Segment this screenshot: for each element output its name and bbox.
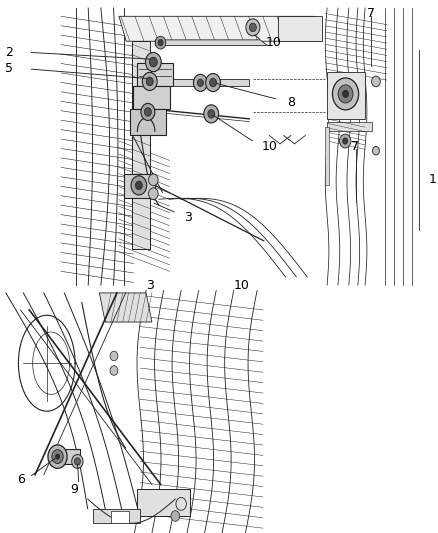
Polygon shape — [170, 79, 249, 86]
Polygon shape — [119, 17, 321, 41]
Polygon shape — [325, 127, 329, 185]
Circle shape — [55, 454, 60, 459]
Text: 10: 10 — [234, 279, 250, 292]
Circle shape — [332, 78, 359, 110]
Circle shape — [371, 76, 380, 87]
Polygon shape — [93, 508, 140, 523]
Circle shape — [149, 57, 157, 67]
Polygon shape — [124, 174, 155, 198]
Text: 1: 1 — [428, 173, 436, 187]
Polygon shape — [130, 109, 166, 135]
Circle shape — [343, 138, 348, 144]
Polygon shape — [327, 122, 372, 131]
Circle shape — [372, 147, 379, 155]
Polygon shape — [99, 293, 152, 322]
Polygon shape — [137, 63, 173, 86]
Polygon shape — [327, 72, 365, 119]
Text: 7: 7 — [350, 140, 359, 153]
Circle shape — [135, 181, 142, 190]
Circle shape — [52, 450, 63, 464]
Circle shape — [145, 108, 152, 116]
Circle shape — [206, 74, 220, 92]
Text: 6: 6 — [18, 473, 25, 486]
Circle shape — [146, 77, 153, 86]
Circle shape — [74, 458, 81, 465]
Bar — [52, 449, 80, 464]
Circle shape — [141, 103, 155, 120]
Circle shape — [249, 23, 256, 31]
Circle shape — [194, 74, 207, 91]
Circle shape — [142, 72, 157, 91]
Polygon shape — [134, 86, 170, 109]
Text: 7: 7 — [367, 7, 375, 20]
Text: 10: 10 — [265, 36, 282, 49]
Circle shape — [343, 90, 349, 98]
Polygon shape — [278, 17, 321, 41]
Circle shape — [131, 176, 147, 195]
Text: 2: 2 — [5, 46, 13, 59]
Polygon shape — [138, 489, 190, 516]
Circle shape — [110, 366, 118, 375]
Circle shape — [171, 511, 180, 521]
Circle shape — [198, 79, 204, 86]
Circle shape — [339, 134, 351, 148]
Circle shape — [72, 455, 83, 469]
Bar — [111, 511, 129, 523]
Text: 3: 3 — [146, 279, 154, 292]
Circle shape — [246, 19, 260, 36]
Circle shape — [158, 39, 163, 46]
Circle shape — [48, 445, 67, 469]
Bar — [132, 41, 150, 249]
Polygon shape — [155, 40, 267, 45]
Circle shape — [148, 188, 158, 199]
Circle shape — [204, 105, 219, 123]
Circle shape — [209, 78, 216, 87]
Circle shape — [110, 351, 118, 361]
Circle shape — [338, 85, 353, 103]
Text: 10: 10 — [262, 140, 278, 153]
Circle shape — [145, 52, 161, 71]
Circle shape — [155, 36, 166, 49]
Text: 8: 8 — [287, 96, 295, 109]
Text: 9: 9 — [70, 483, 78, 496]
Text: 5: 5 — [5, 62, 13, 76]
Circle shape — [148, 174, 158, 185]
Text: 3: 3 — [184, 211, 192, 224]
Circle shape — [208, 110, 215, 118]
